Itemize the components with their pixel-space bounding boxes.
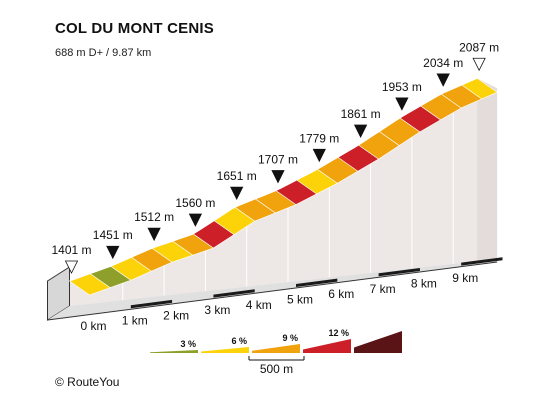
km-ruler-tick bbox=[213, 289, 255, 298]
start-marker-icon bbox=[64, 260, 79, 274]
km-tick-label: 9 km bbox=[452, 271, 478, 285]
km-ruler-tick bbox=[461, 257, 503, 266]
km-tick-label: 8 km bbox=[411, 276, 437, 290]
elevation-label: 1707 m bbox=[258, 153, 298, 167]
km-ruler-tick bbox=[378, 267, 420, 277]
profile-top-line bbox=[69, 77, 478, 282]
chart-subtitle: 688 m D+ / 9.87 km bbox=[55, 47, 152, 59]
legend-swatch bbox=[354, 331, 402, 353]
km-tick-label: 5 km bbox=[287, 292, 313, 306]
legend-swatch bbox=[303, 339, 351, 353]
elevation-label: 1512 m bbox=[134, 210, 174, 224]
gradient-ribbon bbox=[68, 77, 498, 296]
km-tick-label: 4 km bbox=[246, 298, 272, 312]
legend-label: 3 % bbox=[180, 339, 196, 349]
legend-label: 6 % bbox=[231, 336, 247, 346]
km-ruler bbox=[47, 257, 503, 321]
elevation-label: 1651 m bbox=[217, 169, 257, 183]
summit-marker-icon bbox=[472, 57, 486, 72]
km-marker-icon bbox=[353, 124, 368, 138]
legend-swatch bbox=[201, 347, 249, 353]
elevation-label: 1401 m bbox=[51, 243, 91, 257]
chart-title: COL DU MONT CENIS bbox=[55, 20, 214, 37]
km-ruler-tick bbox=[130, 299, 173, 309]
km-marker-icon bbox=[230, 186, 244, 201]
legend-label: 9 % bbox=[282, 333, 298, 343]
scale-bar-label: 500 m bbox=[260, 362, 293, 376]
elevation-label: 1560 m bbox=[175, 196, 215, 210]
km-marker-icon bbox=[271, 170, 285, 184]
elevation-label: 1451 m bbox=[93, 228, 133, 242]
km-tick-label: 6 km bbox=[328, 287, 354, 301]
km-tick-label: 0 km bbox=[80, 319, 106, 333]
km-marker-icon bbox=[188, 213, 203, 227]
km-marker-icon bbox=[436, 73, 450, 87]
km-marker-icon bbox=[106, 245, 120, 260]
legend-swatch bbox=[150, 350, 198, 353]
gradient-legend: 3 % 6 % 9 % 12 % 500 m bbox=[150, 328, 402, 376]
elevation-label: 1779 m bbox=[299, 131, 339, 145]
km-marker-icon bbox=[147, 227, 161, 242]
copyright-text: © RouteYou bbox=[55, 375, 120, 389]
km-tick-label: 7 km bbox=[370, 282, 396, 296]
legend-swatch bbox=[252, 344, 300, 353]
elevation-label: 1953 m bbox=[382, 80, 422, 94]
km-marker-icon bbox=[395, 97, 409, 111]
elevation-label: 1861 m bbox=[341, 107, 381, 121]
km-ruler-tick bbox=[296, 278, 338, 287]
km-tick-label: 1 km bbox=[122, 314, 148, 328]
legend-label: 12 % bbox=[328, 328, 349, 338]
profile-bottom-line bbox=[47, 261, 498, 321]
profile-wall-end bbox=[477, 78, 498, 262]
km-tick-label: 3 km bbox=[204, 303, 230, 317]
elevation-label: 2087 m bbox=[459, 40, 499, 54]
km-tick-label: 2 km bbox=[163, 308, 189, 322]
elevation-label: 2034 m bbox=[423, 56, 463, 70]
km-marker-icon bbox=[312, 148, 326, 163]
